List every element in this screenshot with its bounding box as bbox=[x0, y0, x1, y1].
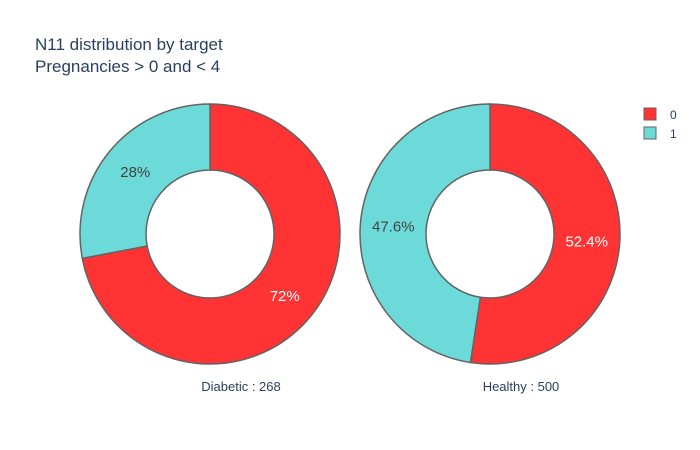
legend-swatch-0 bbox=[643, 107, 657, 121]
legend: 0 1 bbox=[643, 107, 677, 141]
slice-0[interactable] bbox=[81, 103, 341, 365]
legend-item-0[interactable]: 0 bbox=[643, 107, 677, 122]
slice-0[interactable] bbox=[469, 103, 621, 365]
legend-label-0: 0 bbox=[670, 108, 677, 122]
legend-swatch-1 bbox=[643, 126, 657, 140]
slice-label: 72% bbox=[270, 288, 300, 305]
donut-diabetic: 72% 28% Diabetic : 268 bbox=[79, 103, 341, 394]
slice-1[interactable] bbox=[79, 103, 211, 260]
donut-healthy: 52.4% 47.6% Healthy : 500 bbox=[359, 103, 621, 394]
pies-layer: 72% 28% Diabetic : 268 52.4% 47.6% Healthy : … bbox=[79, 103, 621, 394]
pie-caption: Diabetic : 268 bbox=[201, 379, 281, 394]
slice-label: 28% bbox=[120, 164, 150, 181]
chart-title: N11 distribution by target bbox=[35, 35, 223, 54]
slice-label: 52.4% bbox=[565, 233, 608, 250]
slice-1[interactable] bbox=[359, 103, 491, 364]
slice-label: 47.6% bbox=[372, 219, 415, 236]
chart-subtitle: Pregnancies > 0 and < 4 bbox=[35, 57, 220, 76]
pie-caption: Healthy : 500 bbox=[483, 379, 560, 394]
legend-item-1[interactable]: 1 bbox=[643, 126, 677, 141]
legend-label-1: 1 bbox=[670, 127, 677, 141]
